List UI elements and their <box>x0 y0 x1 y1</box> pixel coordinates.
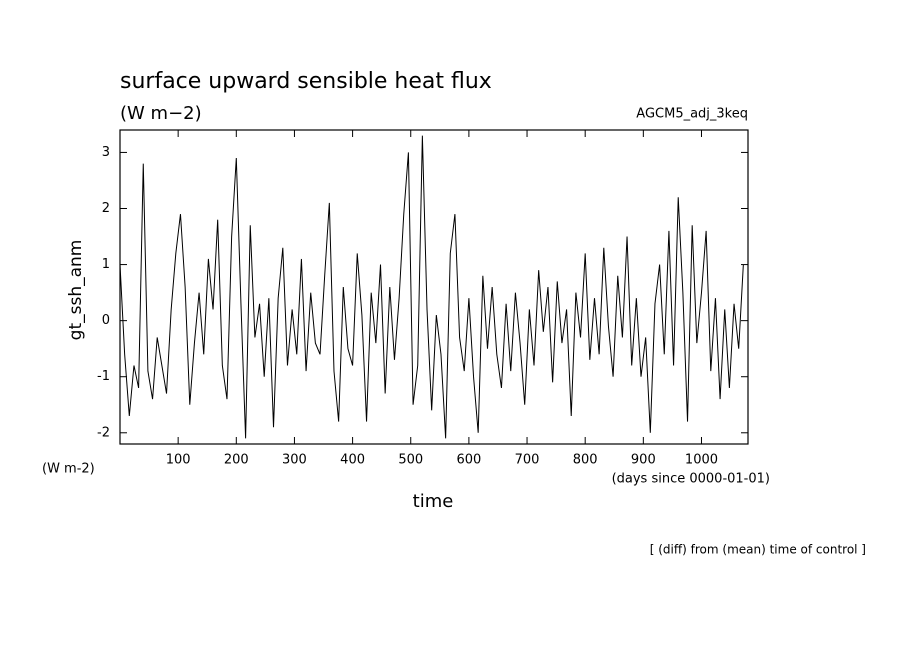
x-tick-label: 800 <box>573 453 598 468</box>
x-axis-label: time <box>413 491 454 512</box>
annotation: AGCM5_adj_3keq <box>636 107 748 122</box>
x-tick-label: 500 <box>398 453 423 468</box>
x-tick-label: 900 <box>631 453 656 468</box>
y-tick-label: -1 <box>97 369 110 384</box>
y-tick-label: 3 <box>102 145 110 160</box>
x-tick-label: 1000 <box>685 453 718 468</box>
chart-title: surface upward sensible heat flux <box>120 69 492 94</box>
x-tick-label: 200 <box>224 453 249 468</box>
y-tick-label: 2 <box>102 201 110 216</box>
chart-subtitle: (W m−2) <box>120 103 202 124</box>
y-tick-label: 1 <box>102 257 110 272</box>
data-line <box>119 135 744 439</box>
x-tick-label: 700 <box>515 453 540 468</box>
x-tick-label: 600 <box>456 453 481 468</box>
y-units: (W m-2) <box>42 462 95 477</box>
footnote: [ (diff) from (mean) time of control ] <box>650 543 866 557</box>
x-units: (days since 0000-01-01) <box>612 472 770 487</box>
plot-frame <box>119 129 749 445</box>
y-axis-label: gt_ssh_anm <box>66 240 86 341</box>
y-tick-label: 0 <box>102 313 110 328</box>
x-tick-label: 300 <box>282 453 307 468</box>
x-tick-label: 400 <box>340 453 365 468</box>
x-tick-label: 100 <box>166 453 191 468</box>
y-tick-label: -2 <box>97 425 110 440</box>
